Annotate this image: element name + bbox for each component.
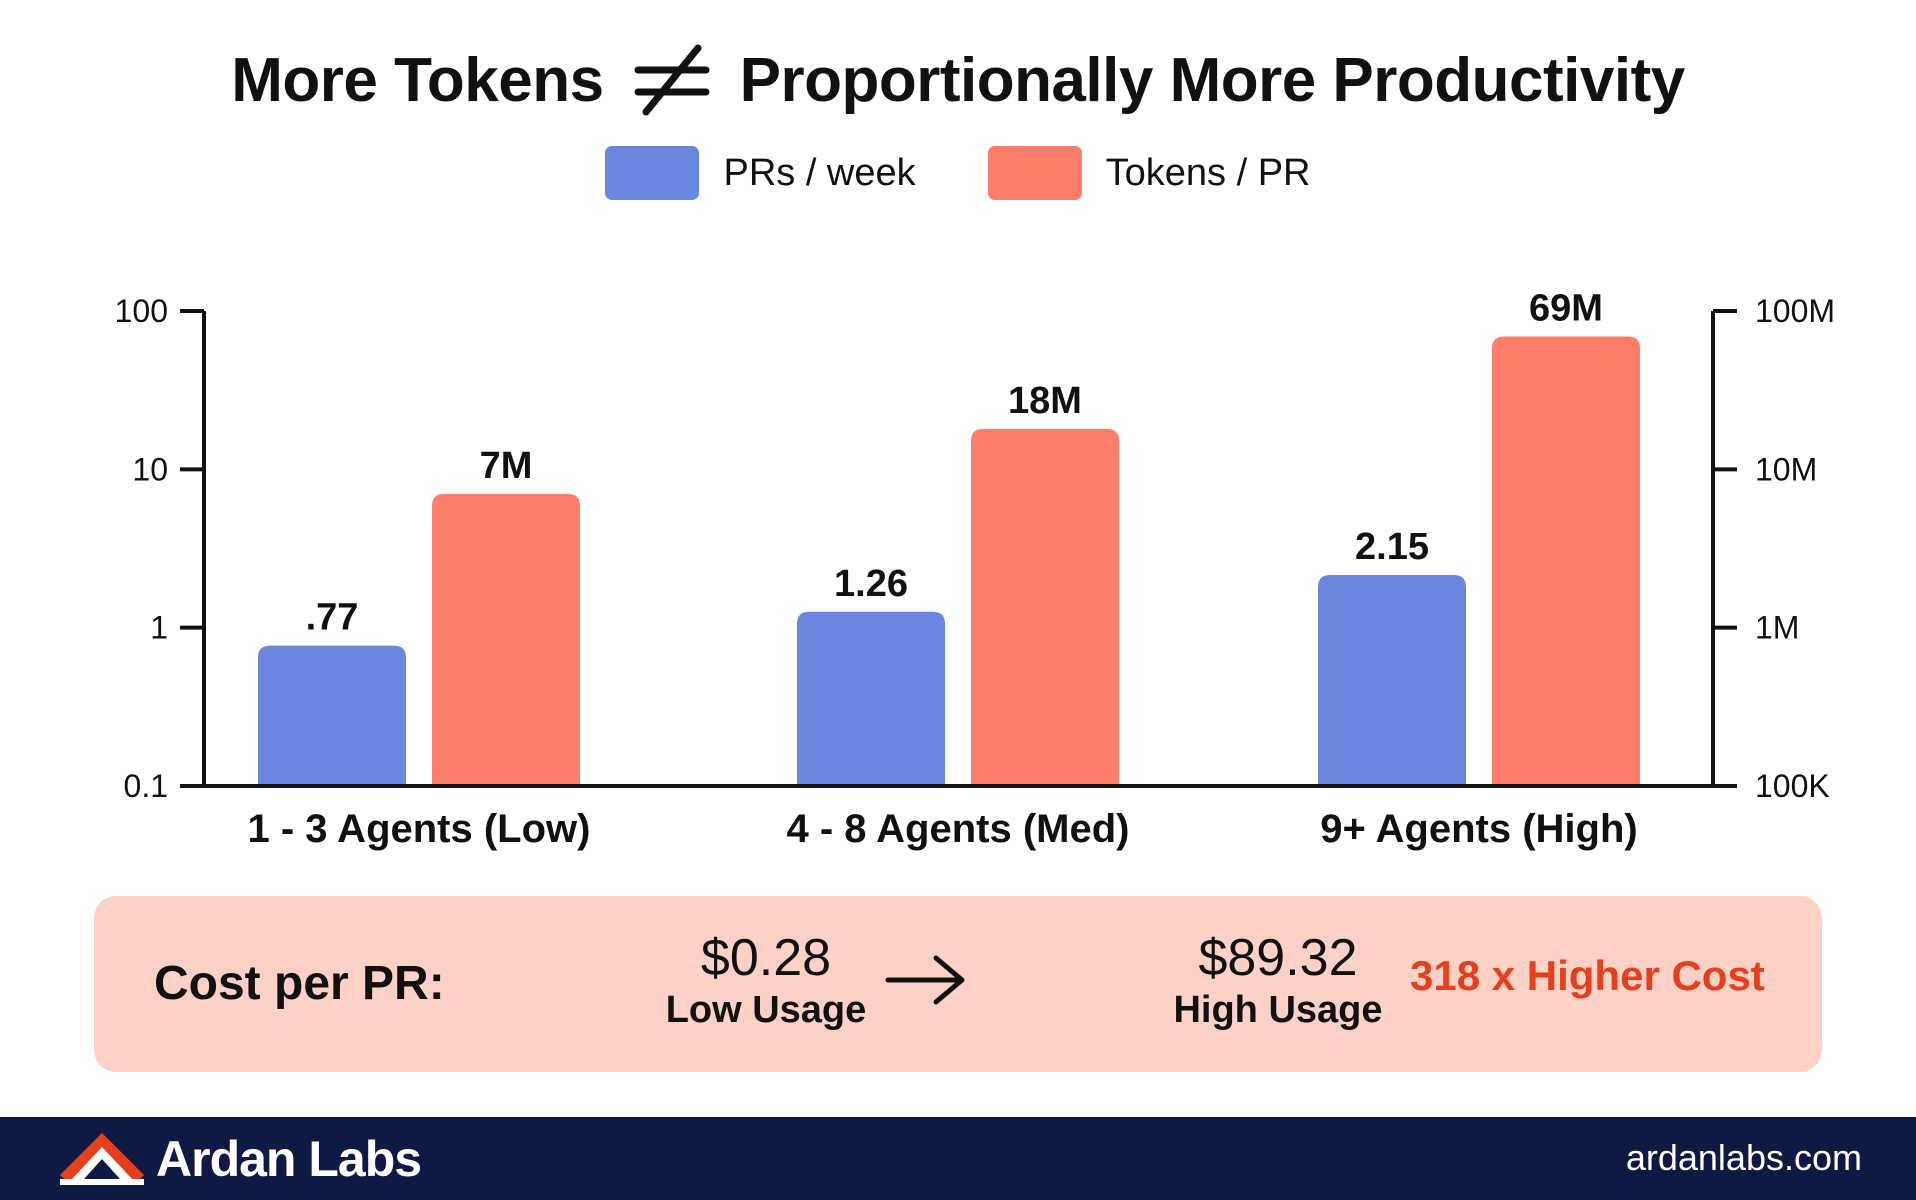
y-right-tick-label: 100K — [1755, 768, 1830, 804]
y-left-tick-label: 10 — [132, 451, 168, 487]
bar-chart: 100 10 1 0.1 100M 10M 1M 100K .77 1.26 2.15 7M 18M 69… — [115, 288, 1835, 851]
cost-low-block: $0.28 Low Usage — [596, 930, 936, 1034]
chart-title: More Tokens Proportionally More Producti… — [0, 44, 1916, 116]
brand-name: Ardan Labs — [156, 1131, 422, 1187]
bar-value-label: 2.15 — [1355, 526, 1429, 568]
bar-tokens-per-pr — [1492, 336, 1640, 786]
cost-multiplier: 318 x Higher Cost — [1410, 952, 1765, 999]
y-right-tick-label: 10M — [1755, 451, 1817, 487]
legend-swatch-prs — [605, 146, 700, 200]
ardan-labs-logo-icon — [60, 1133, 144, 1185]
cost-label: Cost per PR: — [154, 957, 445, 1010]
x-category-label: 1 - 3 Agents (Low) — [248, 807, 591, 851]
brand[interactable]: Ardan Labs — [56, 1129, 422, 1189]
y-left-tick-label: 0.1 — [124, 768, 168, 804]
x-category-label: 4 - 8 Agents (Med) — [787, 807, 1130, 851]
bar-prs-per-week — [1318, 575, 1466, 786]
website-link[interactable]: ardanlabs.com — [1625, 1137, 1862, 1178]
legend-item-tokens: Tokens / PR — [987, 146, 1311, 200]
legend-label-prs: PRs / week — [723, 151, 916, 194]
bar-prs-per-week — [797, 611, 945, 786]
cost-high-block: $89.32 High Usage — [1108, 930, 1448, 1034]
bar-value-label: 69M — [1529, 288, 1603, 330]
legend-label-tokens: Tokens / PR — [1105, 151, 1311, 194]
bar-prs-per-week — [258, 645, 406, 786]
legend-swatch-tokens — [987, 146, 1082, 200]
cost-low-value: $0.28 — [700, 929, 832, 987]
cost-high-value: $89.32 — [1198, 929, 1358, 987]
cost-low-label: Low Usage — [665, 989, 867, 1031]
y-left-tick-label: 100 — [115, 293, 168, 329]
bar-value-label: 18M — [1008, 380, 1082, 422]
x-category-label: 9+ Agents (High) — [1320, 807, 1637, 851]
bar-value-label: 1.26 — [834, 563, 908, 605]
title-left: More Tokens — [231, 45, 604, 115]
bar-tokens-per-pr — [971, 428, 1119, 786]
not-equal-icon — [634, 44, 710, 116]
y-left-tick-label: 1 — [150, 610, 168, 646]
bar-tokens-per-pr — [432, 493, 580, 786]
cost-panel: Cost per PR: $0.28 Low Usage $89.32 High… — [94, 896, 1822, 1072]
bar-value-label: 7M — [480, 445, 533, 487]
y-right-tick-label: 1M — [1755, 610, 1799, 646]
title-right: Proportionally More Productivity — [739, 45, 1686, 115]
y-right-tick-label: 100M — [1755, 293, 1835, 329]
right-arrow-icon — [885, 955, 965, 1005]
bar-value-label: .77 — [306, 597, 359, 639]
legend-item-prs: PRs / week — [605, 146, 916, 200]
chart-legend: PRs / week Tokens / PR — [0, 146, 1916, 200]
footer: Ardan Labs ardanlabs.com — [0, 1117, 1916, 1200]
cost-high-label: High Usage — [1173, 989, 1383, 1031]
